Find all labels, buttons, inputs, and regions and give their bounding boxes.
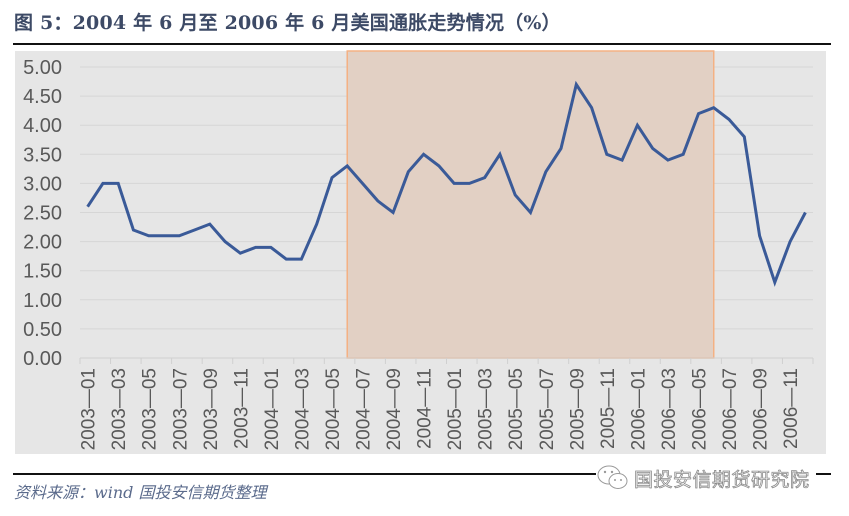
x-tick-label: 2006—05 <box>689 368 710 450</box>
x-tick-label: 2004—09 <box>384 368 405 450</box>
x-tick-label: 2003—01 <box>79 368 100 450</box>
source-divider <box>13 473 831 475</box>
highlight-period <box>346 50 715 359</box>
x-tick-label: 2003—03 <box>109 368 130 450</box>
title-divider <box>13 43 831 45</box>
y-tick-label: 4.50 <box>23 86 62 108</box>
y-tick-label: 2.00 <box>23 232 62 254</box>
x-tick-label: 2006—11 <box>781 368 802 449</box>
y-tick-label: 1.50 <box>23 261 62 283</box>
x-tick-label: 2005—11 <box>598 368 619 449</box>
x-tick-label: 2006—03 <box>659 368 680 450</box>
y-tick-label: 0.00 <box>23 348 62 370</box>
x-tick-label: 2004—11 <box>415 368 436 449</box>
y-tick-label: 3.50 <box>23 144 62 166</box>
x-tick-label: 2003—11 <box>231 368 252 449</box>
watermark-text: 国投安信期货研究院 <box>634 468 810 491</box>
y-axis: 0.00 0.50 1.00 1.50 2.00 2.50 3.00 3.50 4.00 4.50… <box>23 57 62 370</box>
x-tick-label: 2006—01 <box>628 368 649 450</box>
x-tick-label: 2004—07 <box>354 368 375 450</box>
x-tick-label: 2005—09 <box>567 368 588 450</box>
y-tick-label: 3.00 <box>23 173 62 195</box>
x-tick-label: 2005—03 <box>476 368 497 450</box>
x-axis: 2003—01 2003—03 2003—05 2003—07 2003—09 2003—… <box>79 357 814 450</box>
y-tick-label: 0.50 <box>23 319 62 341</box>
x-tick-label: 2003—09 <box>201 368 222 450</box>
x-tick-label: 2006—07 <box>720 368 741 450</box>
x-tick-label: 2003—07 <box>170 368 191 450</box>
x-tick-label: 2004—01 <box>262 368 283 450</box>
x-tick-label: 2005—07 <box>537 368 558 450</box>
wechat-icon <box>597 465 628 489</box>
y-tick-label: 2.50 <box>23 203 62 225</box>
x-tick-label: 2003—05 <box>140 368 161 450</box>
chart-title: 图 5：2004 年 6 月至 2006 年 6 月美国通胀走势情况（%） <box>14 12 561 34</box>
x-tick-label: 2005—01 <box>445 368 466 450</box>
x-tick-label: 2006—09 <box>751 368 772 450</box>
y-tick-label: 1.00 <box>23 290 62 312</box>
inflation-line <box>86 80 807 287</box>
y-tick-label: 4.00 <box>23 115 62 137</box>
source-note: 资料来源：wind 国投安信期货整理 <box>14 483 267 502</box>
y-tick-label: 5.00 <box>23 57 62 79</box>
x-tick-label: 2005—05 <box>506 368 527 450</box>
watermark: 国投安信期货研究院 <box>596 463 816 493</box>
x-tick-label: 2004—05 <box>323 368 344 450</box>
x-tick-label: 2004—03 <box>292 368 313 450</box>
